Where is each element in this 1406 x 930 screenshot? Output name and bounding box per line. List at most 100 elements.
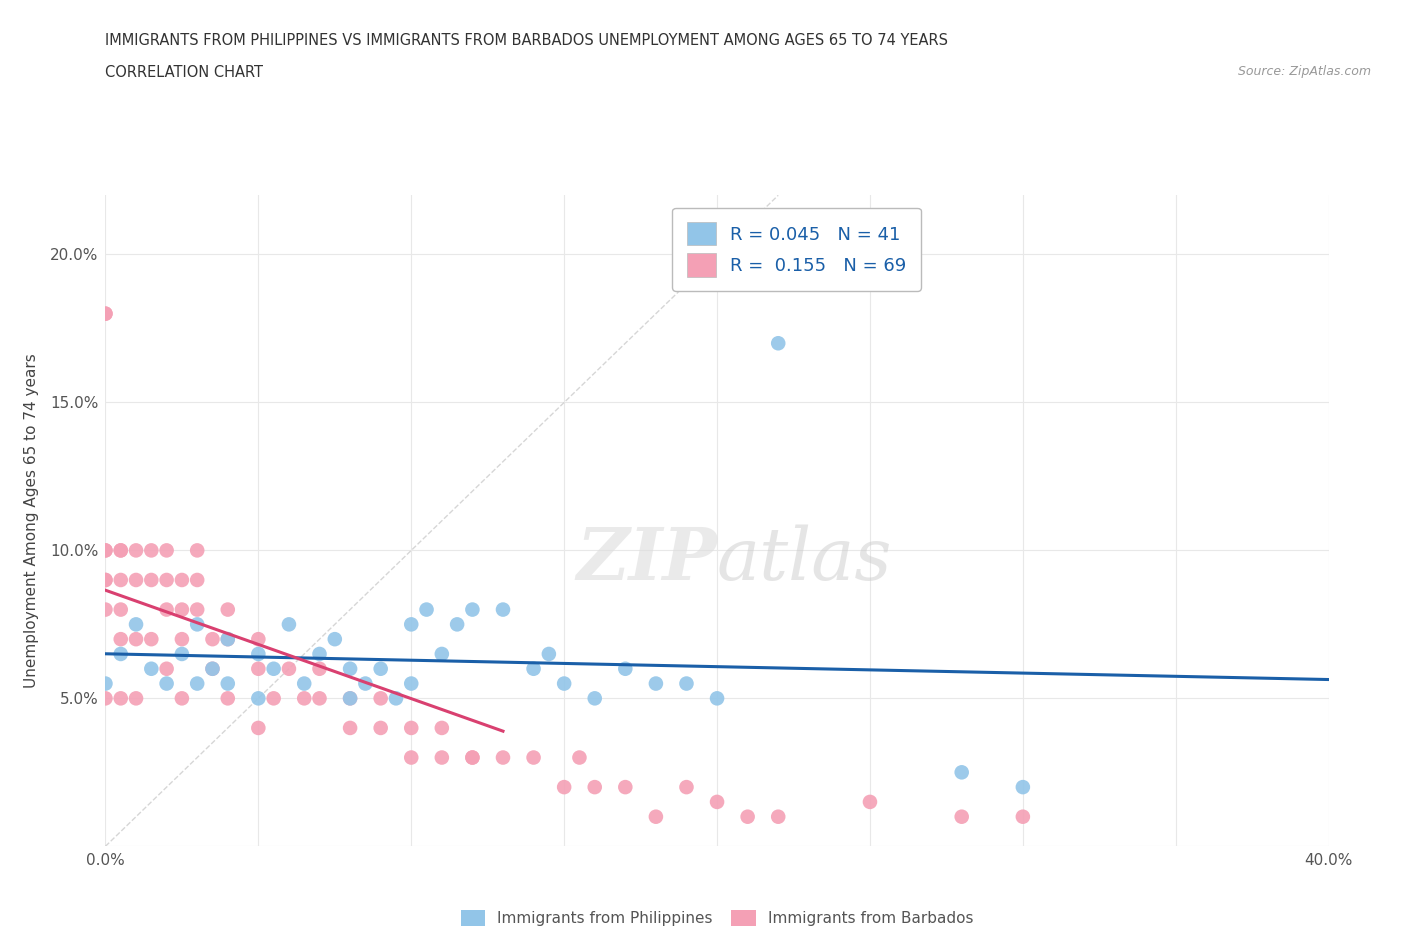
Point: [247, 691, 270, 706]
Point: [201, 661, 224, 676]
Point: [186, 676, 208, 691]
Point: [186, 602, 208, 617]
Point: [583, 691, 606, 706]
Point: [125, 617, 148, 631]
Point: [263, 691, 285, 706]
Point: [461, 751, 484, 765]
Point: [170, 573, 193, 588]
Point: [247, 721, 270, 736]
Y-axis label: Unemployment Among Ages 65 to 74 years: Unemployment Among Ages 65 to 74 years: [24, 353, 39, 688]
Point: [399, 721, 422, 736]
Point: [323, 631, 346, 646]
Point: [492, 751, 515, 765]
Point: [125, 691, 148, 706]
Point: [170, 631, 193, 646]
Point: [644, 809, 666, 824]
Text: Source: ZipAtlas.com: Source: ZipAtlas.com: [1237, 65, 1371, 78]
Point: [292, 676, 315, 691]
Point: [186, 543, 208, 558]
Text: ZIP: ZIP: [576, 525, 717, 595]
Point: [94, 306, 117, 321]
Point: [308, 646, 330, 661]
Point: [155, 573, 177, 588]
Point: [768, 336, 790, 351]
Point: [247, 646, 270, 661]
Point: [125, 631, 148, 646]
Point: [170, 646, 193, 661]
Point: [277, 617, 299, 631]
Point: [399, 751, 422, 765]
Point: [399, 676, 422, 691]
Point: [339, 661, 361, 676]
Legend: Immigrants from Philippines, Immigrants from Barbados: Immigrants from Philippines, Immigrants …: [453, 903, 981, 930]
Point: [523, 751, 546, 765]
Point: [247, 661, 270, 676]
Point: [186, 573, 208, 588]
Point: [553, 676, 575, 691]
Point: [523, 661, 546, 676]
Point: [706, 794, 728, 809]
Point: [537, 646, 560, 661]
Point: [201, 661, 224, 676]
Point: [644, 676, 666, 691]
Point: [737, 809, 759, 824]
Point: [263, 661, 285, 676]
Point: [339, 721, 361, 736]
Point: [141, 573, 163, 588]
Point: [217, 631, 239, 646]
Point: [110, 573, 132, 588]
Point: [94, 306, 117, 321]
Point: [110, 602, 132, 617]
Point: [277, 661, 299, 676]
Point: [430, 646, 453, 661]
Point: [94, 602, 117, 617]
Text: CORRELATION CHART: CORRELATION CHART: [105, 65, 263, 80]
Point: [859, 794, 882, 809]
Point: [94, 573, 117, 588]
Point: [768, 809, 790, 824]
Point: [370, 661, 392, 676]
Point: [94, 573, 117, 588]
Point: [415, 602, 437, 617]
Point: [186, 617, 208, 631]
Point: [385, 691, 408, 706]
Point: [170, 691, 193, 706]
Point: [370, 691, 392, 706]
Point: [308, 661, 330, 676]
Point: [461, 751, 484, 765]
Point: [94, 676, 117, 691]
Point: [706, 691, 728, 706]
Point: [217, 676, 239, 691]
Point: [141, 661, 163, 676]
Point: [247, 631, 270, 646]
Point: [217, 602, 239, 617]
Point: [583, 779, 606, 794]
Point: [110, 646, 132, 661]
Point: [461, 602, 484, 617]
Point: [217, 691, 239, 706]
Point: [430, 721, 453, 736]
Point: [430, 751, 453, 765]
Point: [339, 691, 361, 706]
Point: [155, 543, 177, 558]
Point: [141, 543, 163, 558]
Point: [94, 543, 117, 558]
Point: [110, 543, 132, 558]
Point: [201, 631, 224, 646]
Point: [125, 573, 148, 588]
Point: [125, 543, 148, 558]
Point: [155, 602, 177, 617]
Point: [308, 691, 330, 706]
Point: [614, 779, 637, 794]
Point: [94, 691, 117, 706]
Point: [568, 751, 591, 765]
Point: [1011, 809, 1033, 824]
Point: [110, 543, 132, 558]
Point: [217, 631, 239, 646]
Point: [614, 661, 637, 676]
Point: [155, 676, 177, 691]
Point: [553, 779, 575, 794]
Point: [950, 809, 973, 824]
Point: [292, 691, 315, 706]
Point: [110, 691, 132, 706]
